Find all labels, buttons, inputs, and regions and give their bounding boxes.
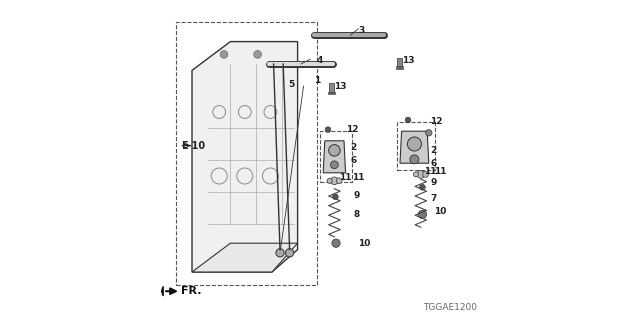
Text: 2: 2 [430, 146, 436, 155]
Circle shape [332, 239, 340, 247]
Circle shape [410, 155, 419, 164]
Polygon shape [323, 141, 346, 173]
Text: 9: 9 [430, 178, 436, 187]
Text: 13: 13 [334, 82, 347, 91]
Circle shape [325, 127, 331, 132]
Text: 2: 2 [351, 143, 356, 152]
Text: 11: 11 [339, 173, 352, 182]
Polygon shape [161, 286, 163, 296]
Circle shape [333, 194, 339, 200]
Text: 11: 11 [424, 167, 436, 176]
Bar [396, 66, 403, 69]
Text: 11: 11 [434, 167, 446, 176]
Circle shape [426, 130, 432, 136]
Circle shape [327, 178, 332, 183]
Text: 1: 1 [314, 76, 320, 84]
Bar [176, 22, 317, 285]
Polygon shape [400, 131, 429, 163]
Text: TGGAE1200: TGGAE1200 [423, 303, 477, 312]
Circle shape [420, 184, 425, 190]
Text: 6: 6 [351, 156, 356, 164]
Circle shape [419, 210, 427, 219]
Text: 12: 12 [430, 117, 443, 126]
Polygon shape [192, 42, 298, 272]
Circle shape [405, 117, 411, 123]
Circle shape [417, 171, 425, 178]
Text: 7: 7 [430, 194, 436, 203]
Text: 4: 4 [317, 56, 323, 65]
Circle shape [276, 249, 284, 257]
Text: 3: 3 [358, 26, 365, 35]
Bar [320, 131, 352, 182]
Circle shape [330, 177, 338, 185]
Bar [329, 83, 334, 93]
Text: 9: 9 [354, 191, 360, 200]
Text: FR.: FR. [181, 286, 202, 296]
Circle shape [337, 178, 342, 184]
Text: 11: 11 [352, 173, 365, 182]
Bar [397, 122, 435, 170]
Circle shape [330, 161, 338, 169]
Circle shape [220, 51, 228, 58]
Circle shape [422, 172, 429, 177]
Circle shape [407, 137, 422, 151]
Circle shape [329, 145, 340, 156]
Text: 6: 6 [430, 159, 436, 168]
Text: E-10: E-10 [181, 140, 205, 151]
Circle shape [285, 249, 294, 257]
Text: 10: 10 [434, 207, 446, 216]
Text: 12: 12 [346, 125, 358, 134]
Bar [328, 92, 335, 94]
Circle shape [413, 172, 419, 177]
Text: 10: 10 [358, 239, 371, 248]
Polygon shape [192, 243, 298, 272]
Text: 13: 13 [402, 56, 414, 65]
Text: 8: 8 [354, 210, 360, 219]
Bar [397, 58, 402, 67]
Circle shape [254, 51, 262, 58]
Text: 5: 5 [288, 80, 294, 89]
